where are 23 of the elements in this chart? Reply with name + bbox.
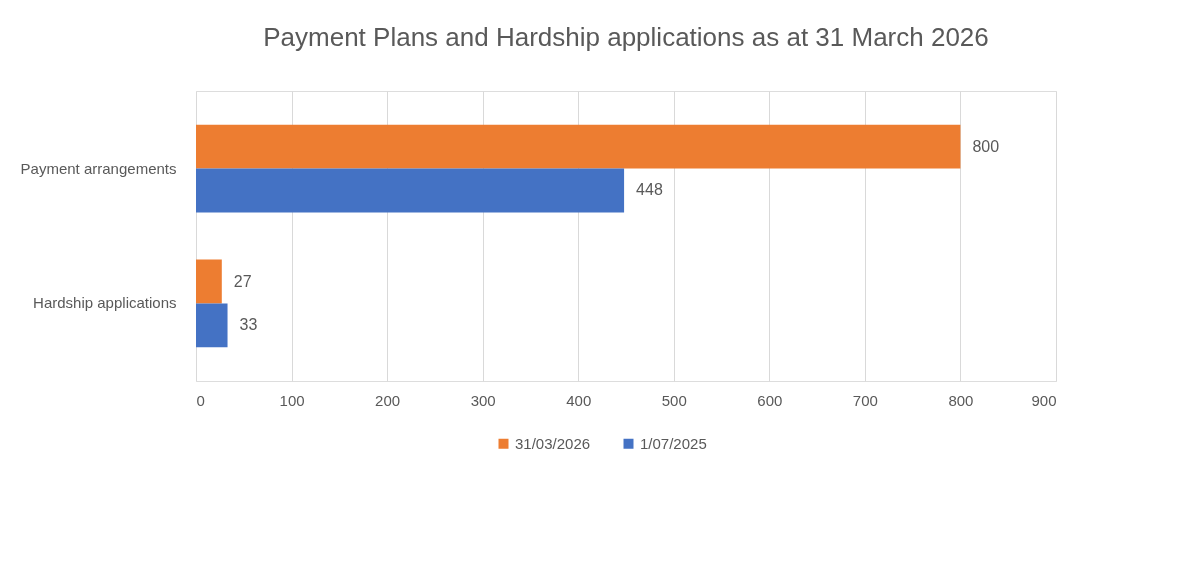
bar	[196, 124, 961, 169]
x-tick-label: 300	[470, 391, 496, 409]
chart-title: Payment Plans and Hardship applications as at 31 March 2026	[263, 22, 989, 52]
bar	[196, 168, 625, 213]
data-label: 800	[972, 137, 1000, 155]
x-tick-label: 0	[196, 391, 205, 409]
y-tick-label: Hardship applications	[33, 294, 177, 312]
y-tick-label: Payment arrangements	[20, 159, 177, 177]
legend-label: 31/03/2026	[515, 434, 591, 452]
bar	[196, 303, 228, 348]
x-tick-label: 900	[1031, 391, 1057, 409]
x-tick-label: 800	[948, 391, 974, 409]
legend-label: 1/07/2025	[640, 434, 707, 452]
x-tick-label: 700	[852, 391, 878, 409]
data-label: 448	[636, 181, 663, 199]
x-tick-label: 100	[279, 391, 305, 409]
x-tick-label: 500	[661, 391, 687, 409]
x-tick-label: 600	[757, 391, 783, 409]
x-tick-label: 200	[375, 391, 401, 409]
x-tick-label: 400	[566, 391, 592, 409]
data-label: 27	[233, 272, 252, 290]
bar	[196, 259, 222, 304]
data-label: 33	[239, 316, 258, 334]
